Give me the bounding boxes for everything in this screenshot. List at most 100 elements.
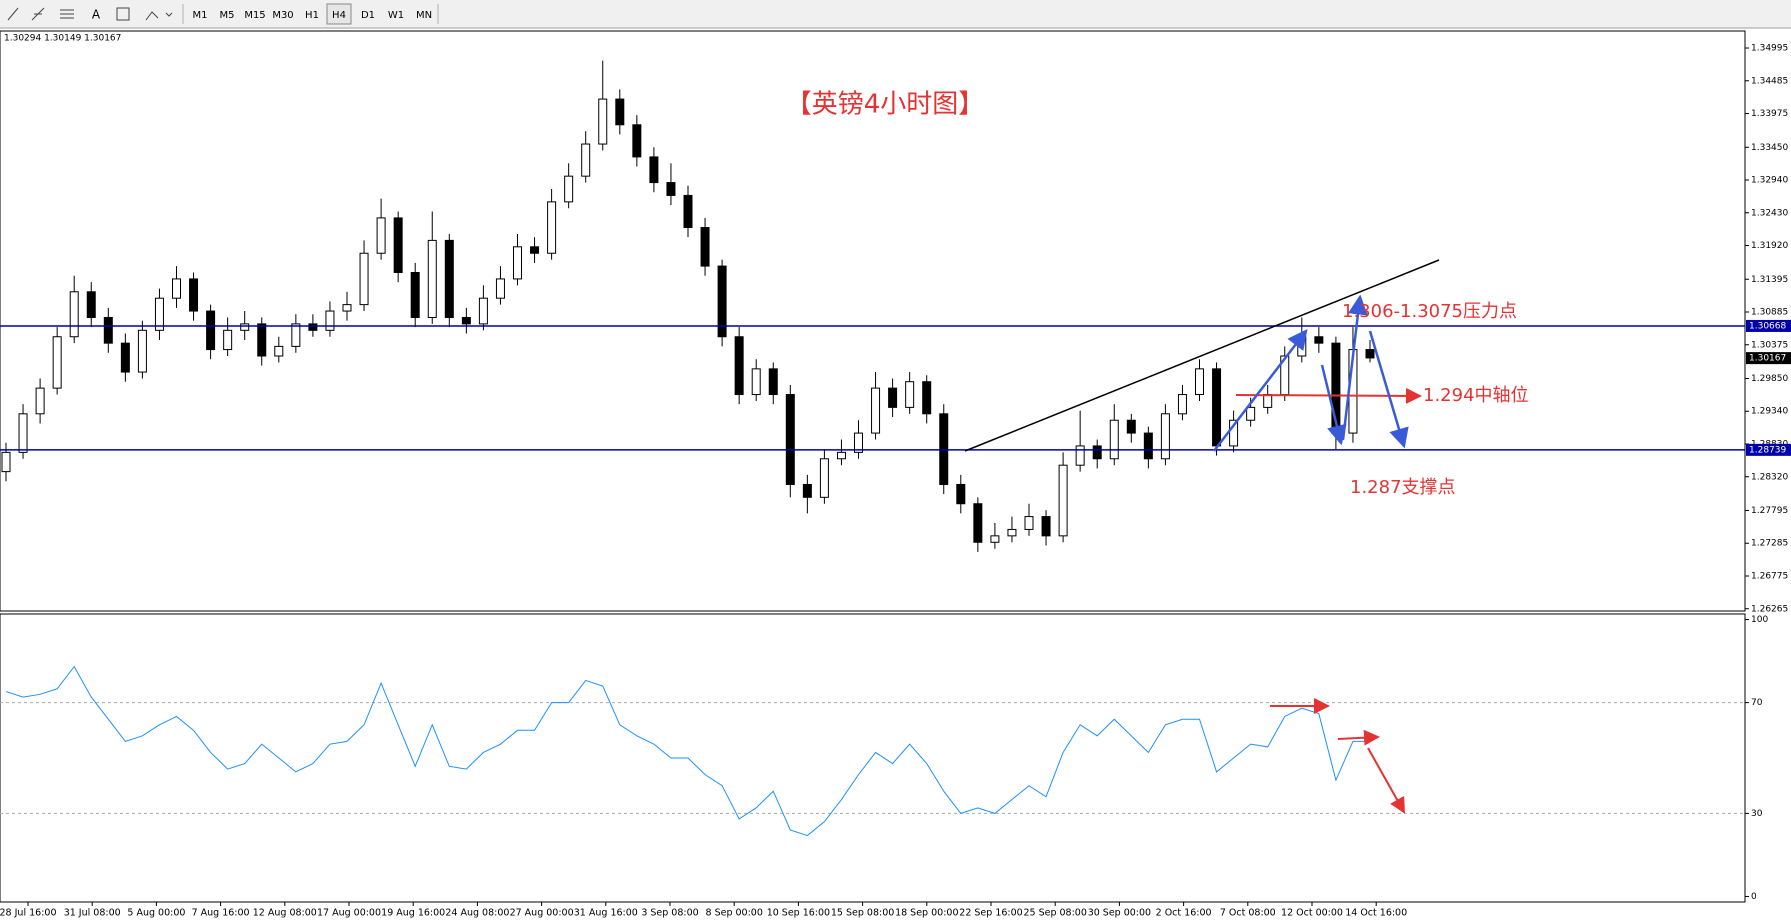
timeframe-button[interactable]: MN	[416, 10, 432, 21]
y-tick-label: 1.34995	[1751, 44, 1788, 54]
rsi-arrows	[1270, 698, 1405, 814]
candle-body	[649, 156, 659, 184]
y-tick-label: 1.29340	[1751, 407, 1788, 417]
candle-body	[683, 194, 693, 229]
x-tick-label: 18 Sep 00:00	[895, 908, 958, 919]
candle-body	[666, 182, 676, 196]
candle-body	[819, 458, 829, 498]
x-tick-label: 7 Oct 08:00	[1220, 908, 1276, 919]
y-tick-label: 1.27285	[1751, 539, 1788, 549]
candle-body	[836, 451, 846, 460]
resistance-label: 1.306-1.3075压力点	[1342, 301, 1517, 322]
y-tick-label: 1.28320	[1751, 472, 1788, 482]
candle-body	[717, 265, 727, 338]
candle-body	[1024, 516, 1034, 530]
candle-body	[291, 323, 301, 347]
candle-body	[308, 323, 318, 331]
timeframe-button[interactable]: H4	[332, 10, 346, 21]
support-label: 1.287支撑点	[1350, 477, 1456, 498]
forecast-arrows	[1213, 294, 1409, 452]
candle-body	[359, 252, 369, 306]
candle-body	[598, 98, 608, 145]
x-tick-label: 22 Sep 16:00	[959, 908, 1022, 919]
rsi-line	[5, 665, 1370, 837]
candle-body	[802, 483, 812, 498]
candle-body	[52, 336, 62, 389]
candle-body	[530, 246, 540, 254]
y-tick-label: 1.26265	[1751, 604, 1788, 614]
candle-body	[1058, 464, 1068, 537]
y-tick-label: 1.27795	[1751, 506, 1788, 516]
timeframe-button[interactable]: D1	[361, 10, 375, 21]
candle-body	[35, 387, 45, 415]
y-tick-label: 0	[1751, 892, 1757, 902]
timeframe-button[interactable]: M30	[272, 10, 293, 21]
x-tick-label: 30 Sep 00:00	[1088, 908, 1151, 919]
candle-body	[871, 387, 881, 434]
pivot-arrow	[1235, 387, 1422, 404]
candle-body	[1075, 445, 1085, 466]
candle-body	[1229, 419, 1239, 447]
price-tag-label: 1.28739	[1749, 445, 1786, 455]
drawing-tools[interactable]: A	[7, 7, 173, 22]
candle-body	[1246, 406, 1256, 421]
candle-body	[18, 413, 28, 453]
price-panel	[0, 30, 1746, 612]
timeframe-button[interactable]: W1	[388, 10, 404, 21]
x-tick-label: 24 Aug 08:00	[445, 908, 509, 919]
y-tick-label: 1.33975	[1751, 109, 1788, 119]
x-tick-label: 25 Sep 08:00	[1023, 908, 1086, 919]
candle-body	[223, 329, 233, 351]
price-tag	[1746, 319, 1791, 332]
candle-body	[274, 345, 284, 357]
x-tick-label: 5 Aug 00:00	[127, 908, 185, 919]
candle-body	[1143, 432, 1153, 460]
candle-body	[410, 272, 420, 318]
selected-timeframe	[326, 3, 352, 25]
candle-body	[393, 217, 403, 274]
candle-body	[461, 316, 471, 325]
x-tick-label: 31 Aug 16:00	[574, 908, 638, 919]
candle-body	[1126, 419, 1136, 434]
candle-body	[547, 201, 557, 254]
candle-body	[478, 297, 488, 325]
candle-body	[990, 535, 1000, 543]
ohlc-header: 1.30294 1.30149 1.30167	[4, 34, 121, 44]
candle-body	[1177, 394, 1187, 415]
candle-body	[1, 451, 11, 473]
timeframe-button[interactable]: H1	[305, 10, 319, 21]
candle-body	[956, 483, 966, 505]
candle-body	[700, 227, 710, 267]
candle-body	[240, 323, 250, 331]
candle-body	[1263, 394, 1273, 408]
x-tick-label: 12 Oct 00:00	[1281, 908, 1343, 919]
x-tick-label: 28 Jul 16:00	[0, 908, 56, 919]
last-price-label: 1.30167	[1749, 354, 1786, 364]
candle-body	[854, 432, 863, 453]
y-tick-label: 1.30375	[1751, 340, 1788, 350]
candle-body	[1195, 368, 1204, 396]
chart-title: 【英镑4小时图】	[786, 90, 985, 120]
y-tick-label: 1.32430	[1751, 208, 1788, 218]
candle-body	[206, 310, 216, 351]
candle-body	[973, 503, 983, 543]
candle-body	[1109, 419, 1119, 460]
y-tick-label: 1.29850	[1751, 374, 1788, 384]
candle-body	[734, 336, 744, 396]
candle-body	[564, 175, 574, 203]
y-tick-label: 1.33450	[1751, 143, 1788, 153]
timeframe-button[interactable]: M1	[193, 10, 208, 21]
last-price-tag	[1746, 352, 1791, 365]
timeframe-button[interactable]: M5	[220, 10, 235, 21]
x-tick-label: 17 Aug 00:00	[317, 908, 381, 919]
x-tick-label: 8 Sep 00:00	[706, 908, 763, 919]
x-tick-label: 15 Sep 08:00	[831, 908, 894, 919]
x-tick-label: 27 Aug 00:00	[510, 908, 574, 919]
candle-body	[495, 278, 505, 299]
candle-body	[257, 323, 267, 357]
candle-body	[427, 239, 437, 318]
x-tick-label: 10 Sep 16:00	[767, 908, 830, 919]
timeframe-button[interactable]: M15	[244, 10, 265, 21]
x-tick-label: 2 Oct 16:00	[1156, 908, 1212, 919]
candle-body	[342, 304, 352, 312]
